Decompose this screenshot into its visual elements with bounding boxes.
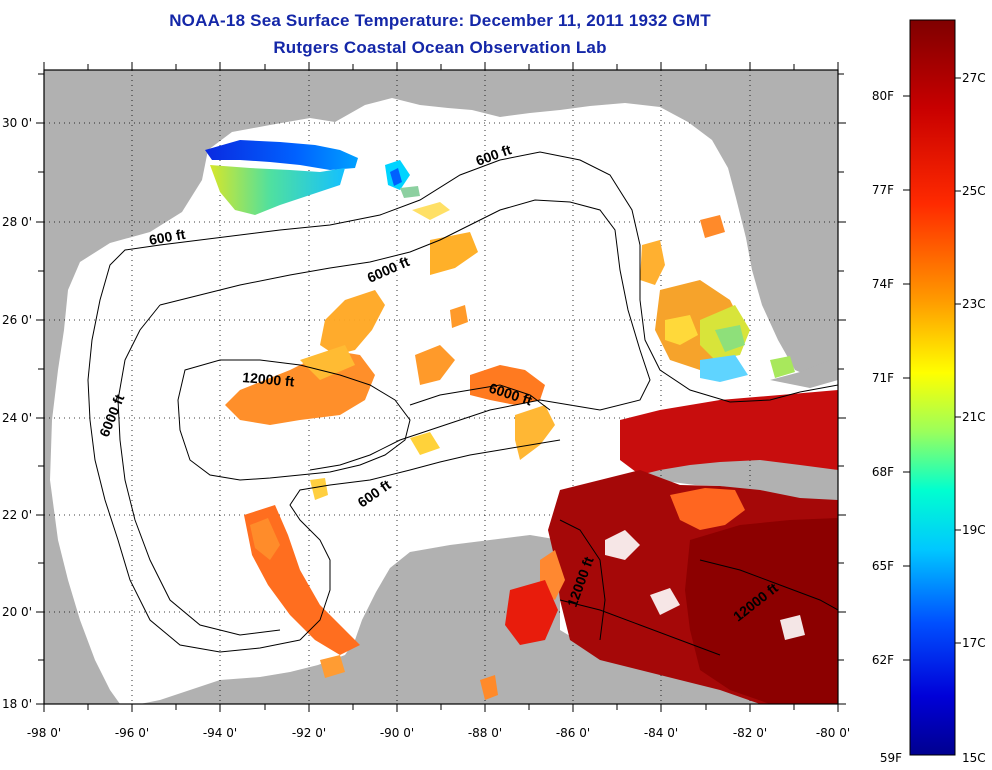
- axis-ticks: [36, 62, 846, 712]
- x-tick-label: -80 0': [816, 726, 850, 740]
- x-tick-label: -82 0': [733, 726, 767, 740]
- colorbar-label-c: 19C: [962, 523, 986, 537]
- chart-subtitle: Rutgers Coastal Ocean Observation Lab: [273, 38, 607, 57]
- colorbar-celsius-labels: 27C 25C 23C 21C 19C 17C 15C: [962, 71, 986, 765]
- colorbar-label-c: 23C: [962, 297, 986, 311]
- colorbar-label-c: 25C: [962, 184, 986, 198]
- contour-label-600ft-west: 600 ft: [148, 226, 187, 248]
- map-area: [44, 70, 838, 704]
- florida-keys: [770, 350, 838, 388]
- y-tick-label: 28 0': [2, 215, 32, 229]
- bathymetry-contours: [87, 151, 838, 656]
- y-tick-label: 30 0': [2, 116, 32, 130]
- colorbar-label-c: 17C: [962, 636, 986, 650]
- colorbar-label-f: 80F: [872, 89, 894, 103]
- y-tick-label: 22 0': [2, 508, 32, 522]
- cuba: [640, 458, 838, 500]
- chart-title: NOAA-18 Sea Surface Temperature: Decembe…: [169, 11, 711, 30]
- y-tick-label: 18 0': [2, 697, 32, 711]
- y-tick-label: 24 0': [2, 411, 32, 425]
- colorbar-label-f: 62F: [872, 653, 894, 667]
- colorbar: [909, 19, 956, 756]
- x-tick-label: -84 0': [644, 726, 678, 740]
- x-tick-label: -96 0': [115, 726, 149, 740]
- colorbar-label-c: 27C: [962, 71, 986, 85]
- sst-patches: [205, 140, 838, 704]
- x-tick-label: -94 0': [203, 726, 237, 740]
- x-tick-label: -88 0': [468, 726, 502, 740]
- y-tick-label: 26 0': [2, 313, 32, 327]
- colorbar-ticks: [903, 77, 961, 661]
- colorbar-label-f: 74F: [872, 277, 894, 291]
- y-tick-labels: 30 0' 28 0' 26 0' 24 0' 22 0' 20 0' 18 0…: [2, 116, 32, 711]
- x-tick-label: -90 0': [380, 726, 414, 740]
- colorbar-fahrenheit-labels: 80F 77F 74F 71F 68F 65F 62F 59F: [872, 89, 902, 765]
- colorbar-label-c: 21C: [962, 410, 986, 424]
- y-tick-label: 20 0': [2, 605, 32, 619]
- contour-label-12000ft: 12000 ft: [242, 369, 296, 390]
- central-america: [520, 690, 700, 704]
- x-tick-label: -86 0': [556, 726, 590, 740]
- colorbar-label-f: 59F: [880, 751, 902, 765]
- x-tick-label: -92 0': [292, 726, 326, 740]
- colorbar-label-c: 15C: [962, 751, 986, 765]
- colorbar-label-f: 77F: [872, 183, 894, 197]
- colorbar-label-f: 68F: [872, 465, 894, 479]
- x-tick-labels: -98 0' -96 0' -94 0' -92 0' -90 0' -88 0…: [27, 726, 850, 740]
- x-tick-label: -98 0': [27, 726, 61, 740]
- colorbar-label-f: 71F: [872, 371, 894, 385]
- colorbar-label-f: 65F: [872, 559, 894, 573]
